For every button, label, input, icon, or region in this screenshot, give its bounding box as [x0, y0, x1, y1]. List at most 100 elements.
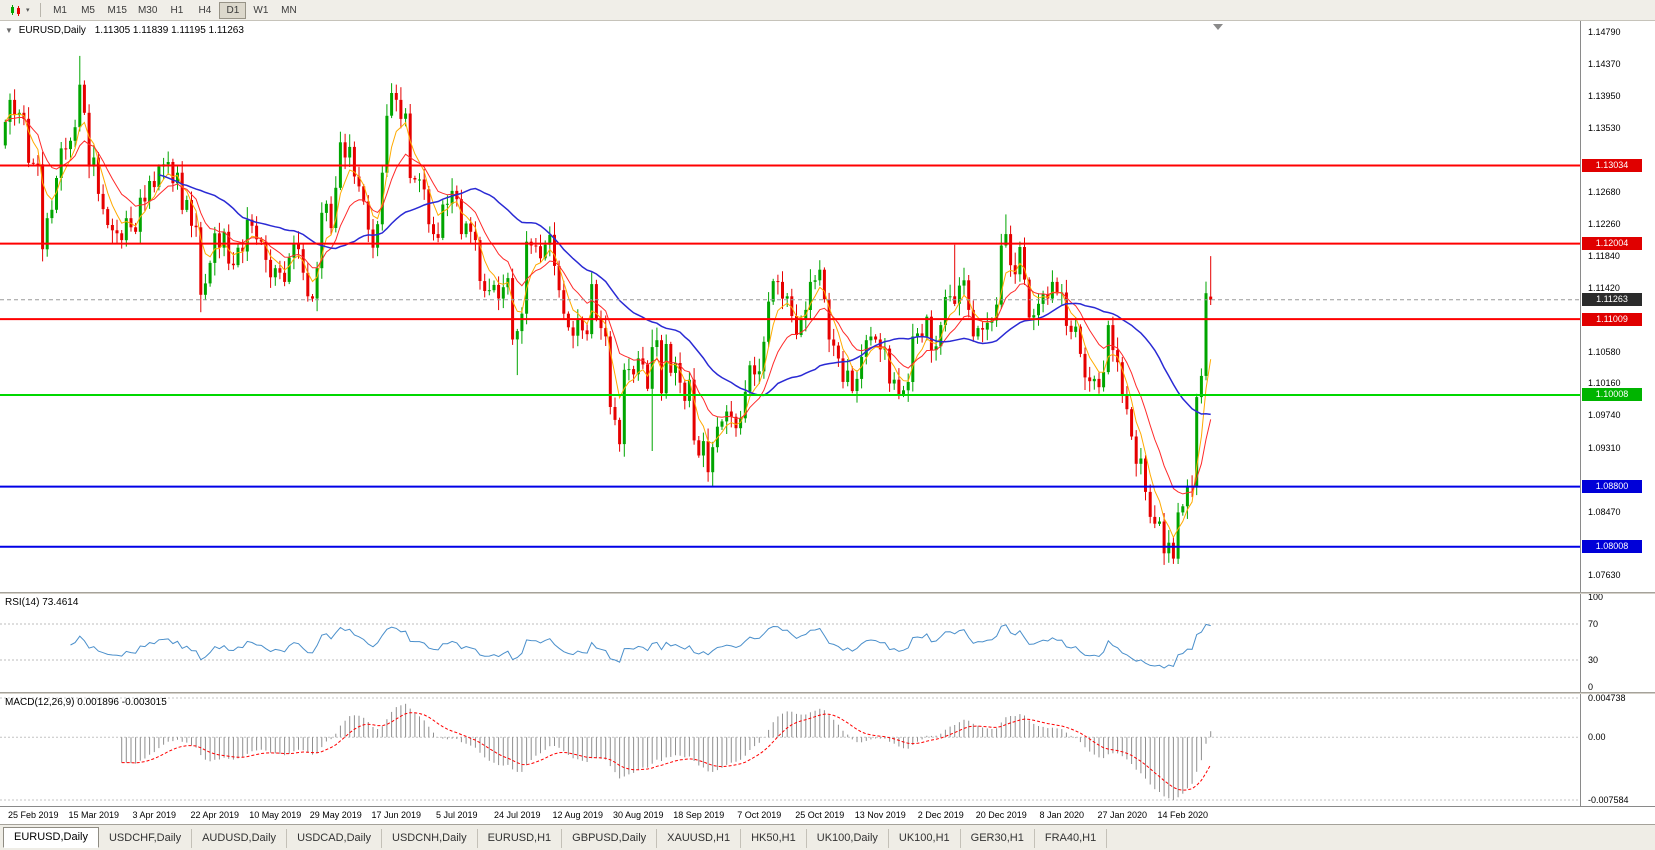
price-badge: 1.08008: [1582, 540, 1642, 554]
chart-tab-fra40-h1[interactable]: FRA40,H1: [1035, 829, 1108, 848]
chart-tab-hk50-h1[interactable]: HK50,H1: [741, 829, 807, 848]
rsi-canvas[interactable]: [0, 594, 1580, 692]
rsi-line: [70, 623, 1211, 669]
chart-symbol-label: EURUSD,Daily: [18, 25, 86, 36]
chart-tab-uk100-daily[interactable]: UK100,Daily: [807, 829, 889, 848]
date-label: 17 Jun 2019: [371, 810, 422, 820]
chart-collapse-icon[interactable]: ▼: [5, 26, 13, 35]
timeframe-button-m30[interactable]: M30: [137, 4, 158, 16]
price-badge: 1.10008: [1582, 388, 1642, 402]
panel-splitter-macd[interactable]: [0, 692, 1655, 694]
timeframe-button-m5[interactable]: M5: [81, 4, 95, 16]
price-tick: 1.13950: [1588, 91, 1621, 102]
macd-tick: 0.004738: [1588, 693, 1626, 703]
date-label: 5 Jul 2019: [435, 810, 478, 820]
price-tick: 1.11840: [1588, 251, 1620, 262]
chart-tab-eurusd-daily[interactable]: EURUSD,Daily: [3, 827, 99, 848]
timeframe-buttons-group: M1 M5 M15 M30 H1 H4 D1 W1 MN: [47, 1, 303, 19]
date-label: 25 Feb 2019: [7, 810, 59, 820]
price-badge: 1.13034: [1582, 159, 1642, 173]
chart-tab-usdcnh-daily[interactable]: USDCNH,Daily: [382, 829, 478, 848]
price-badge: 1.11263: [1582, 293, 1642, 307]
price-tick: 1.14370: [1588, 59, 1621, 70]
date-label: 24 Jul 2019: [493, 810, 541, 820]
timeframe-button-m1[interactable]: M1: [53, 4, 67, 16]
timeframe-button-w1[interactable]: W1: [253, 4, 269, 16]
chart-tab-gbpusd-daily[interactable]: GBPUSD,Daily: [562, 829, 658, 848]
rsi-tick: 0: [1588, 682, 1594, 692]
macd-canvas[interactable]: [0, 694, 1580, 806]
rsi-tick: 30: [1588, 655, 1599, 665]
price-axis-separator: [1580, 21, 1581, 824]
horizontal-lines-layer[interactable]: [0, 164, 1580, 548]
chart-tab-xauusd-h1[interactable]: XAUUSD,H1: [657, 829, 742, 848]
price-tick: 1.10160: [1588, 378, 1621, 389]
date-label: 2 Dec 2019: [917, 810, 964, 820]
price-chart-canvas[interactable]: [0, 21, 1580, 592]
time-axis[interactable]: 25 Feb 2019 15 Mar 2019 3 Apr 2019 22 Apr 2…: [0, 806, 1655, 824]
rsi-tick: 100: [1588, 592, 1604, 602]
chart-tabs-bar: EURUSD,Daily USDCHF,Daily AUDUSD,Daily USDC…: [0, 824, 1655, 850]
timeframe-button-mn[interactable]: MN: [281, 4, 297, 16]
price-tick: 1.12260: [1588, 219, 1621, 230]
toolbar-separator: [39, 3, 41, 17]
candles-layer: [3, 55, 1213, 565]
price-panel-header: ▼ EURUSD,Daily 1.11305 1.11839 1.11195 1…: [5, 25, 244, 36]
rsi-panel-header: RSI(14) 73.4614: [5, 597, 78, 608]
date-label: 12 Aug 2019: [552, 810, 604, 820]
chart-tab-ger30-h1[interactable]: GER30,H1: [961, 829, 1035, 848]
timeframe-button-h4[interactable]: H4: [198, 4, 212, 16]
date-label: 29 May 2019: [309, 810, 362, 820]
date-label: 30 Aug 2019: [612, 810, 664, 820]
chart-type-icon[interactable]: ▾: [5, 2, 34, 19]
price-badge: 1.08800: [1582, 480, 1642, 494]
chart-tab-eurusd-h1[interactable]: EURUSD,H1: [478, 829, 563, 848]
price-tick: 1.12680: [1588, 187, 1621, 198]
date-label: 13 Nov 2019: [854, 810, 906, 820]
macd-signal-line: [121, 712, 1212, 791]
macd-panel-header: MACD(12,26,9) 0.001896 -0.003015: [5, 697, 167, 708]
price-tick: 1.14790: [1588, 27, 1621, 38]
chart-shift-marker[interactable]: [1213, 24, 1223, 30]
chart-tab-uk100-h1[interactable]: UK100,H1: [889, 829, 961, 848]
chart-tab-usdchf-daily[interactable]: USDCHF,Daily: [99, 829, 193, 848]
date-label: 8 Jan 2020: [1039, 810, 1085, 820]
macd-indicator-label: MACD(12,26,9) 0.001896 -0.003015: [5, 697, 167, 708]
date-label: 7 Oct 2019: [737, 810, 782, 820]
date-label: 18 Sep 2019: [673, 810, 725, 820]
date-label: 20 Dec 2019: [975, 810, 1027, 820]
chart-ohlc-values: 1.11305 1.11839 1.11195 1.11263: [94, 25, 244, 36]
timeframe-button-h1[interactable]: H1: [170, 4, 184, 16]
price-tick: 1.07630: [1588, 570, 1621, 581]
price-tick: 1.11420: [1588, 282, 1620, 293]
price-badge: 1.12004: [1582, 237, 1642, 251]
rsi-tick: 70: [1588, 619, 1599, 629]
price-tick: 1.09740: [1588, 410, 1621, 421]
macd-tick: -0.007584: [1588, 794, 1629, 805]
date-label: 15 Mar 2019: [68, 810, 120, 820]
timeframes-toolbar: ▾ M1 M5 M15 M30 H1 H4 D1 W1 MN: [0, 0, 1655, 21]
dropdown-arrow-icon: ▾: [26, 7, 30, 14]
date-label: 14 Feb 2020: [1157, 810, 1209, 820]
chart-tab-usdcad-daily[interactable]: USDCAD,Daily: [287, 829, 383, 848]
moving-averages-layer: [4, 113, 1212, 539]
panel-splitter-rsi[interactable]: [0, 592, 1655, 594]
rsi-indicator-label: RSI(14) 73.4614: [5, 597, 79, 608]
price-badge: 1.11009: [1582, 312, 1642, 326]
macd-tick: 0.00: [1588, 732, 1606, 743]
price-tick: 1.13530: [1588, 122, 1621, 133]
date-label: 10 May 2019: [249, 810, 302, 820]
date-label: 22 Apr 2019: [190, 810, 240, 820]
price-tick: 1.08470: [1588, 506, 1621, 517]
price-tick: 1.10580: [1588, 346, 1621, 357]
macd-histogram: [121, 703, 1212, 800]
candlestick-glyph-icon: [11, 4, 20, 16]
date-label: 3 Apr 2019: [132, 810, 177, 820]
date-label: 25 Oct 2019: [795, 810, 845, 820]
price-axis[interactable]: 1.14790 1.14370 1.13950 1.13530 1.12680 1.122…: [1580, 0, 1655, 824]
timeframe-button-d1[interactable]: D1: [219, 1, 247, 19]
chart-tab-audusd-daily[interactable]: AUDUSD,Daily: [192, 829, 288, 848]
timeframe-button-m15[interactable]: M15: [107, 4, 127, 16]
date-label: 27 Jan 2020: [1097, 810, 1148, 820]
